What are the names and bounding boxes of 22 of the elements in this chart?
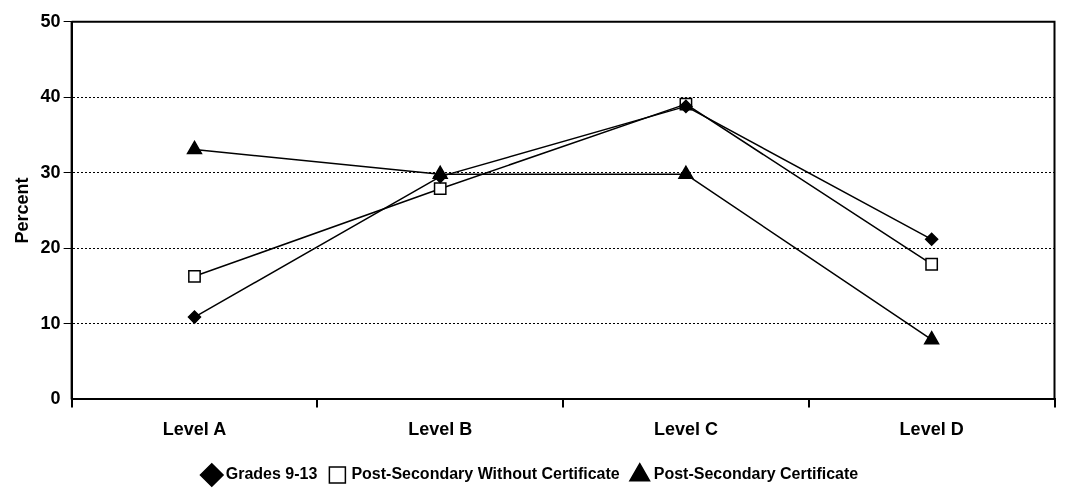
y-tick-label: 20 — [40, 237, 61, 258]
x-tick-label: Level A — [162, 419, 227, 440]
legend-label: Grades 9-13 — [225, 465, 318, 483]
point — [924, 232, 939, 247]
x-tick-label: Level B — [408, 419, 473, 440]
y-tick-label: 50 — [40, 10, 61, 31]
point — [433, 182, 447, 196]
legend-label: Post-Secondary Without Certificate — [351, 465, 620, 483]
point — [188, 269, 201, 283]
x-tick-label: Level D — [899, 419, 964, 440]
legend-label: Post-Secondary Certificate — [653, 465, 859, 483]
point — [925, 257, 939, 271]
x-tick-label: Level C — [653, 419, 718, 440]
point — [186, 140, 203, 155]
y-tick-label: 0 — [50, 388, 61, 409]
point — [923, 330, 940, 345]
y-tick-label: 40 — [40, 86, 61, 107]
point — [187, 310, 202, 324]
y-tick-label: 10 — [40, 312, 61, 333]
point — [678, 165, 694, 180]
y-tick-label: 30 — [40, 161, 61, 182]
y-axis-title: Percent — [11, 177, 32, 244]
